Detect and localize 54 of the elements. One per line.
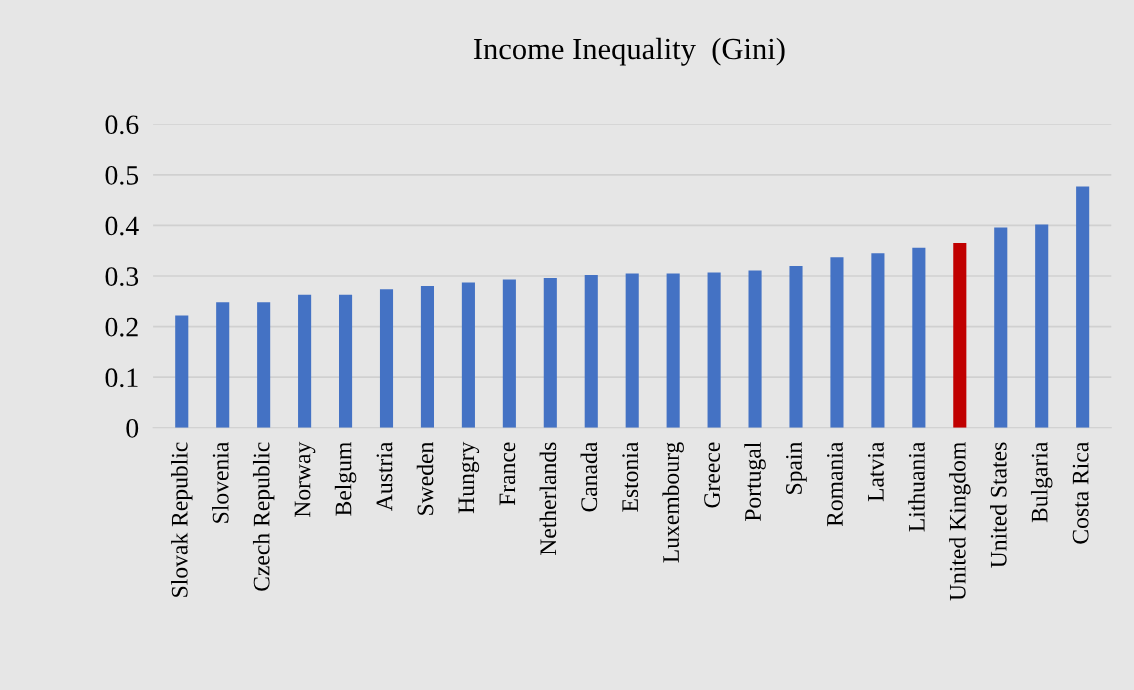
- bar: [298, 294, 312, 428]
- bar: [625, 273, 639, 428]
- x-tick-label: Czech Republic: [252, 442, 275, 591]
- y-tick-label: 0.4: [105, 216, 139, 236]
- x-tick-label: Romania: [827, 442, 843, 527]
- x-tick-label: United Kingdom: [949, 442, 971, 601]
- x-tick-label: Belgum: [334, 442, 357, 516]
- y-tick-label: 0: [126, 418, 139, 438]
- bar: [257, 302, 271, 428]
- x-tick-label: Portugal: [744, 442, 766, 522]
- bar: [830, 257, 844, 428]
- bar: [1035, 224, 1049, 428]
- bar: [543, 278, 557, 428]
- bar: [912, 247, 926, 428]
- x-tick-label: Spain: [786, 442, 807, 494]
- chart-title: Income Inequality (Gini): [473, 37, 785, 66]
- y-tick-label: 0.1: [105, 368, 138, 388]
- bar: [871, 253, 885, 428]
- bar: [1076, 186, 1090, 428]
- bar: [175, 315, 189, 428]
- bar: [584, 274, 598, 428]
- bar: [339, 294, 353, 428]
- bar: [748, 270, 762, 428]
- bar: [379, 289, 394, 428]
- x-tick-label: Bulgaria: [1030, 442, 1053, 523]
- y-tick-label: 0.5: [105, 165, 139, 185]
- x-tick-label: United States: [990, 442, 1007, 568]
- x-tick-label: Netherlands: [539, 442, 557, 556]
- x-tick-label: Luxembourg: [662, 442, 684, 563]
- bar: [666, 273, 680, 428]
- y-tick-label: 0.2: [105, 317, 138, 337]
- x-tick-label: Estonia: [622, 442, 639, 512]
- x-tick-label: Slovenia: [212, 442, 229, 523]
- x-tick-label: Norway: [294, 441, 316, 518]
- x-tick-label: Latvia: [867, 442, 884, 502]
- x-tick-label: Greece: [704, 442, 721, 508]
- x-tick-label: Slovak Republic: [171, 442, 193, 597]
- bar: [420, 286, 435, 428]
- x-tick-label: Austria: [376, 442, 393, 511]
- bar: [953, 243, 967, 428]
- x-tick-label: Lithuania: [908, 442, 925, 532]
- x-tick-label: Sweden: [416, 442, 434, 515]
- bar: [707, 272, 721, 428]
- bar: [789, 265, 803, 428]
- bar: [216, 302, 230, 428]
- bar: [502, 279, 516, 428]
- y-tick-label: 0.6: [105, 115, 139, 135]
- bar: [994, 227, 1008, 428]
- x-tick-label: France: [499, 442, 516, 506]
- y-tick-label: 0.3: [105, 267, 139, 287]
- x-tick-label: Costa Rica: [1072, 442, 1089, 544]
- x-tick-label: Hungry: [458, 441, 480, 514]
- x-tick-label: Canada: [580, 442, 598, 512]
- bar: [461, 282, 475, 428]
